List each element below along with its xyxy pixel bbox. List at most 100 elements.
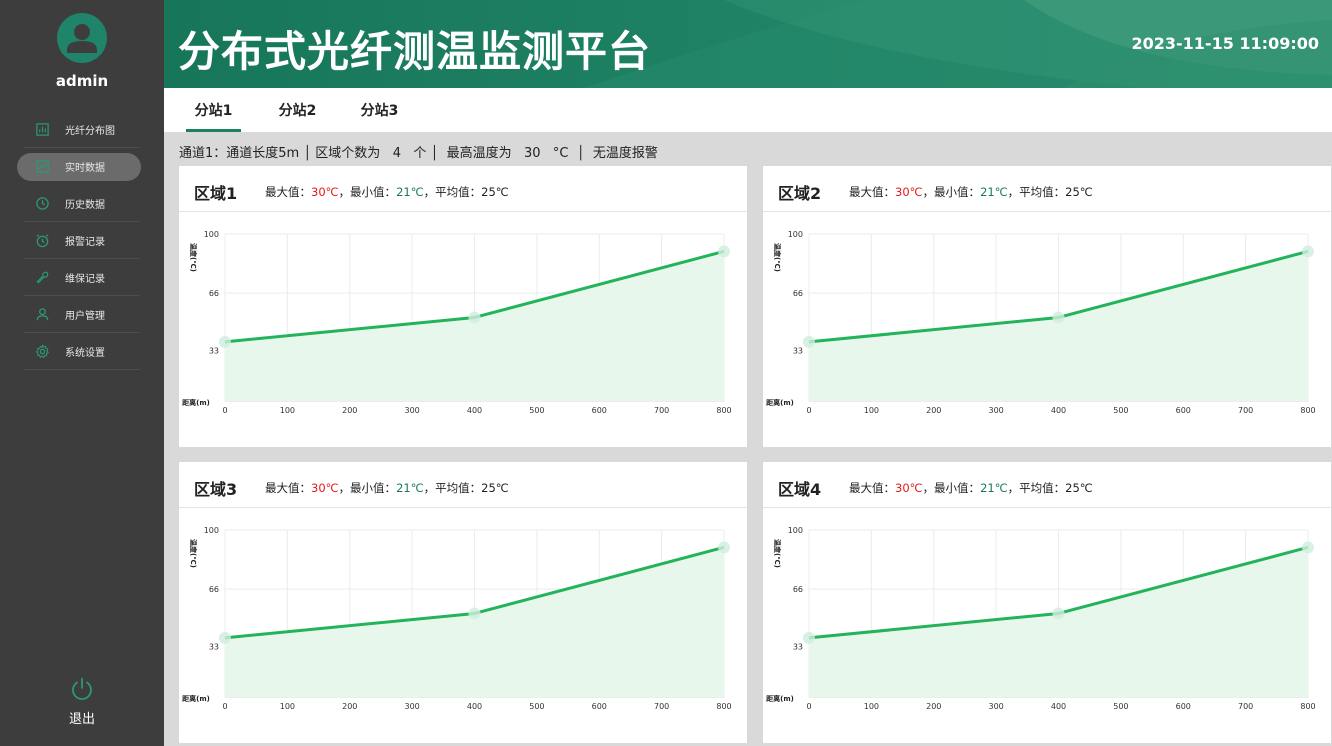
x-tick-label: 400 <box>1051 406 1066 415</box>
x-tick-label: 600 <box>592 406 607 415</box>
x-tick-label: 300 <box>988 406 1003 415</box>
username: admin <box>55 72 109 90</box>
zone-panel: 区域4 最大值：30℃，最小值：21℃，平均值：25℃ 33 66 100 0 100 2… <box>763 462 1331 743</box>
data-point <box>1302 245 1314 258</box>
zone-stats: 最大值：30℃，最小值：21℃，平均值：25℃ <box>849 184 1093 200</box>
min-label: ，最小值： <box>922 185 981 199</box>
user-icon <box>34 306 50 322</box>
x-tick-label: 0 <box>222 406 227 415</box>
min-value: 21℃ <box>980 481 1008 495</box>
x-tick-label: 200 <box>342 406 357 415</box>
data-point <box>1052 311 1065 324</box>
sidebar: admin 光纤分布图 实时数据 历史数据 报警记录 <box>0 0 164 746</box>
zone-name: 区域4 <box>778 480 822 499</box>
fiber-map-icon <box>34 121 50 137</box>
y-tick-label: 33 <box>209 643 219 652</box>
zone-stats: 最大值：30℃，最小值：21℃，平均值：25℃ <box>849 480 1093 496</box>
x-tick-label: 800 <box>1300 406 1315 415</box>
series-area <box>809 251 1308 401</box>
y-tick-label: 33 <box>793 643 803 652</box>
min-value: 21℃ <box>980 185 1008 199</box>
zone-header: 区域1 最大值：30℃，最小值：21℃，平均值：25℃ <box>179 166 747 212</box>
x-tick-label: 100 <box>280 406 295 415</box>
data-point <box>468 311 481 324</box>
x-axis-label: 距离(m) <box>182 398 210 407</box>
x-tick-label: 300 <box>988 702 1003 711</box>
zone-header: 区域4 最大值：30℃，最小值：21℃，平均值：25℃ <box>763 462 1331 508</box>
sidebar-item-label: 用户管理 <box>65 310 105 322</box>
y-tick-label: 66 <box>209 289 219 298</box>
station-tabs: 分站1 分站2 分站3 <box>164 88 1332 132</box>
sidebar-item-label: 历史数据 <box>65 199 105 211</box>
data-point <box>718 245 730 258</box>
sidebar-item-label: 维保记录 <box>65 273 105 285</box>
x-tick-label: 0 <box>222 702 227 711</box>
min-label: ，最小值： <box>338 185 397 199</box>
sidebar-item-maintenance[interactable]: 维保记录 <box>24 259 140 296</box>
y-tick-label: 33 <box>793 347 803 356</box>
temperature-chart: 33 66 100 0 100 200 300 400 500 600 700 800 温度(℃) 距离(… <box>766 230 1315 415</box>
x-tick-label: 500 <box>1113 702 1128 711</box>
y-axis-label: 温度(℃) <box>189 243 198 272</box>
x-tick-label: 100 <box>864 702 879 711</box>
sidebar-item-alarm-records[interactable]: 报警记录 <box>24 222 140 259</box>
data-point <box>803 631 815 644</box>
sidebar-item-history[interactable]: 历史数据 <box>24 185 140 222</box>
zone-panel: 区域1 最大值：30℃，最小值：21℃，平均值：25℃ 33 66 100 0 100 2… <box>179 166 747 447</box>
max-label: 最大值： <box>849 481 895 495</box>
y-axis-label: 温度(℃) <box>773 539 782 568</box>
max-value: 30℃ <box>311 185 339 199</box>
x-tick-label: 800 <box>716 702 731 711</box>
avg-label: ，平均值： <box>423 481 482 495</box>
sidebar-item-label: 光纤分布图 <box>65 125 115 137</box>
sidebar-item-user-management[interactable]: 用户管理 <box>24 296 140 333</box>
max-value: 30℃ <box>895 481 923 495</box>
series-area <box>225 547 724 697</box>
y-axis-label: 温度(℃) <box>773 243 782 272</box>
logout-button[interactable]: 退出 <box>0 676 164 727</box>
tab-station-2[interactable]: 分站2 <box>278 103 317 119</box>
sidebar-item-label: 报警记录 <box>65 236 105 248</box>
x-tick-label: 300 <box>404 702 419 711</box>
zone-stats: 最大值：30℃，最小值：21℃，平均值：25℃ <box>265 480 509 496</box>
y-axis-label: 温度(℃) <box>189 539 198 568</box>
y-tick-label: 100 <box>788 230 803 239</box>
x-tick-label: 700 <box>1238 406 1253 415</box>
data-point <box>468 607 481 620</box>
x-tick-label: 600 <box>592 702 607 711</box>
channel-info: 通道1：通道长度5m │ 区域个数为 4 个 │ 最高温度为 30 °C │ 无… <box>179 146 658 161</box>
x-tick-label: 200 <box>342 702 357 711</box>
sidebar-item-realtime-data[interactable]: 实时数据 <box>17 148 141 185</box>
x-tick-label: 100 <box>864 406 879 415</box>
x-tick-label: 800 <box>1300 702 1315 711</box>
data-point <box>1302 541 1314 554</box>
avatar[interactable] <box>57 13 107 63</box>
zone-header: 区域3 最大值：30℃，最小值：21℃，平均值：25℃ <box>179 462 747 508</box>
max-label: 最大值： <box>849 185 895 199</box>
x-tick-label: 0 <box>806 406 811 415</box>
x-tick-label: 700 <box>654 702 669 711</box>
tab-station-3[interactable]: 分站3 <box>360 103 399 119</box>
min-label: ，最小值： <box>338 481 397 495</box>
x-tick-label: 300 <box>404 406 419 415</box>
data-point <box>219 631 231 644</box>
sidebar-menu: 光纤分布图 实时数据 历史数据 报警记录 维保记录 <box>0 111 164 370</box>
x-tick-label: 500 <box>1113 406 1128 415</box>
x-tick-label: 500 <box>529 702 544 711</box>
temperature-chart: 33 66 100 0 100 200 300 400 500 600 700 800 温度(℃) 距离(… <box>766 526 1315 711</box>
x-tick-label: 400 <box>467 702 482 711</box>
y-tick-label: 66 <box>793 289 803 298</box>
y-tick-label: 33 <box>209 347 219 356</box>
tab-station-1[interactable]: 分站1 <box>186 88 241 132</box>
x-tick-label: 600 <box>1176 702 1191 711</box>
sidebar-item-system-settings[interactable]: 系统设置 <box>24 333 140 370</box>
user-avatar-icon <box>67 24 97 53</box>
realtime-data-icon <box>34 158 50 174</box>
zone-panel: 区域2 最大值：30℃，最小值：21℃，平均值：25℃ 33 66 100 0 100 2… <box>763 166 1331 447</box>
avg-value: 25℃ <box>481 185 509 199</box>
avg-label: ，平均值： <box>1007 481 1066 495</box>
x-tick-label: 600 <box>1176 406 1191 415</box>
x-axis-label: 距离(m) <box>766 694 794 703</box>
sidebar-item-fiber-map[interactable]: 光纤分布图 <box>24 111 140 148</box>
avg-value: 25℃ <box>1065 481 1093 495</box>
